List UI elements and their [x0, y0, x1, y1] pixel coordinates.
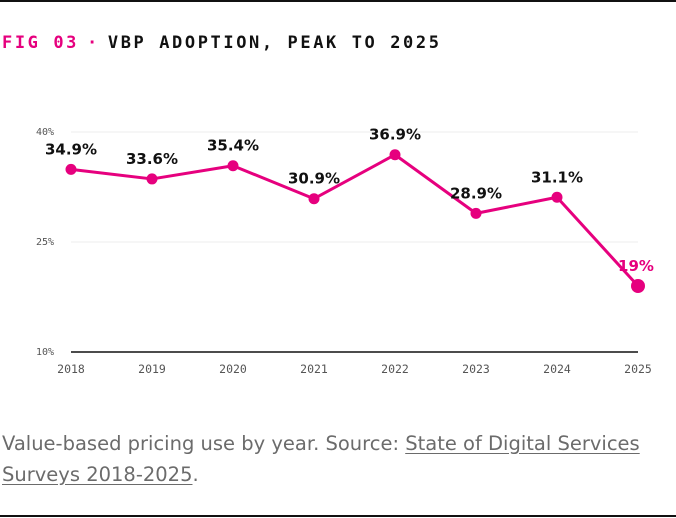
data-point	[631, 279, 645, 293]
data-labels: 34.9% 33.6% 35.4% 30.9% 36.9% 28.9% 31.1% 19%	[45, 126, 654, 275]
x-tick-label: 2018	[57, 362, 85, 376]
figure-label: FIG 03	[2, 33, 80, 53]
data-point	[227, 160, 239, 172]
x-axis: 2018 2019 2020 2021 2022 2023 2024 2025	[57, 362, 652, 376]
source-link[interactable]: State of Digital Services Surveys 2018-2…	[2, 432, 640, 486]
grid-lines	[71, 131, 638, 243]
x-tick-label: 2022	[381, 362, 409, 376]
x-tick-label: 2019	[138, 362, 166, 376]
data-label: 35.4%	[207, 137, 259, 155]
data-label: 34.9%	[45, 140, 97, 158]
caption-suffix: .	[192, 463, 199, 486]
figure-caption: Value-based pricing use by year. Source:…	[2, 428, 662, 490]
y-tick-label: 25%	[36, 237, 54, 248]
series-line	[69, 153, 640, 288]
y-tick-label: 40%	[36, 127, 54, 138]
figure-title-text: VBP ADOPTION, PEAK TO 2025	[107, 33, 442, 53]
data-label: 19%	[618, 257, 654, 275]
data-label: 33.6%	[126, 150, 178, 168]
data-label: 36.9%	[369, 126, 421, 144]
y-tick-label: 10%	[36, 347, 54, 358]
x-tick-label: 2020	[219, 362, 247, 376]
data-point	[308, 193, 320, 205]
x-tick-label: 2025	[624, 362, 652, 376]
data-point	[146, 173, 158, 185]
x-tick-label: 2023	[462, 362, 490, 376]
line-chart: 10%25%40% 2018 2019 2020 2021 2022 2023 2024 20…	[36, 126, 654, 376]
y-axis: 10% 25% 40%	[36, 127, 54, 358]
data-label: 28.9%	[450, 184, 502, 202]
data-point	[65, 163, 77, 175]
caption-text: Value-based pricing use by year. Source:	[2, 432, 406, 455]
figure-title: FIG 03 · VBP ADOPTION, PEAK TO 2025	[2, 33, 442, 53]
figure-separator: ·	[87, 33, 100, 53]
data-points	[65, 149, 645, 293]
top-rule	[0, 0, 676, 2]
data-point	[551, 191, 563, 203]
data-label: 30.9%	[288, 170, 340, 188]
bottom-rule	[0, 515, 676, 517]
x-tick-label: 2021	[300, 362, 328, 376]
data-point	[470, 207, 482, 219]
data-label: 31.1%	[531, 168, 583, 186]
data-point	[389, 149, 401, 161]
x-tick-label: 2024	[543, 362, 571, 376]
